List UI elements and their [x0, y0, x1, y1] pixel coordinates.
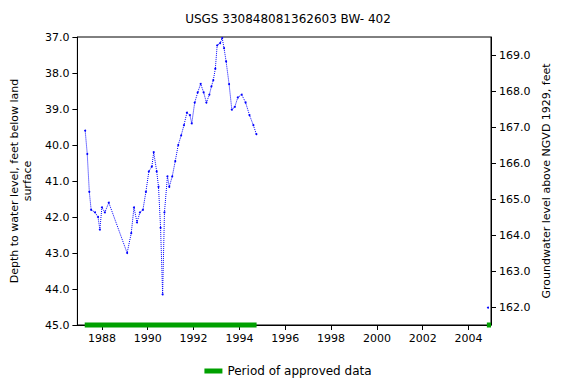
svg-text:Period of approved data: Period of approved data	[227, 364, 371, 378]
svg-text:163.0: 163.0	[499, 265, 531, 278]
svg-text:2002: 2002	[409, 332, 437, 345]
svg-text:Depth to water level, feet bel: Depth to water level, feet below land	[8, 79, 21, 284]
svg-text:38.0: 38.0	[45, 67, 70, 80]
svg-text:37.0: 37.0	[45, 31, 70, 44]
svg-text:2004: 2004	[455, 332, 483, 345]
svg-text:167.0: 167.0	[499, 121, 531, 134]
svg-text:1990: 1990	[134, 332, 162, 345]
svg-text:39.0: 39.0	[45, 103, 70, 116]
svg-text:42.0: 42.0	[45, 211, 70, 224]
svg-text:162.0: 162.0	[499, 301, 531, 314]
svg-text:40.0: 40.0	[45, 139, 70, 152]
svg-text:1994: 1994	[225, 332, 253, 345]
svg-text:USGS 330848081362603 BW- 402: USGS 330848081362603 BW- 402	[185, 12, 391, 26]
svg-text:45.0: 45.0	[45, 319, 70, 332]
svg-text:168.0: 168.0	[499, 85, 531, 98]
svg-text:166.0: 166.0	[499, 157, 531, 170]
svg-text:1996: 1996	[271, 332, 299, 345]
svg-text:169.0: 169.0	[499, 49, 531, 62]
svg-text:surface: surface	[21, 160, 34, 201]
svg-text:2000: 2000	[363, 332, 391, 345]
svg-text:1992: 1992	[180, 332, 208, 345]
svg-text:44.0: 44.0	[45, 283, 70, 296]
svg-text:41.0: 41.0	[45, 175, 70, 188]
svg-text:164.0: 164.0	[499, 229, 531, 242]
svg-text:1998: 1998	[317, 332, 345, 345]
svg-text:43.0: 43.0	[45, 247, 70, 260]
svg-text:Groundwater level above NGVD 1: Groundwater level above NGVD 1929, feet	[540, 63, 553, 299]
svg-text:165.0: 165.0	[499, 193, 531, 206]
svg-text:1988: 1988	[88, 332, 116, 345]
